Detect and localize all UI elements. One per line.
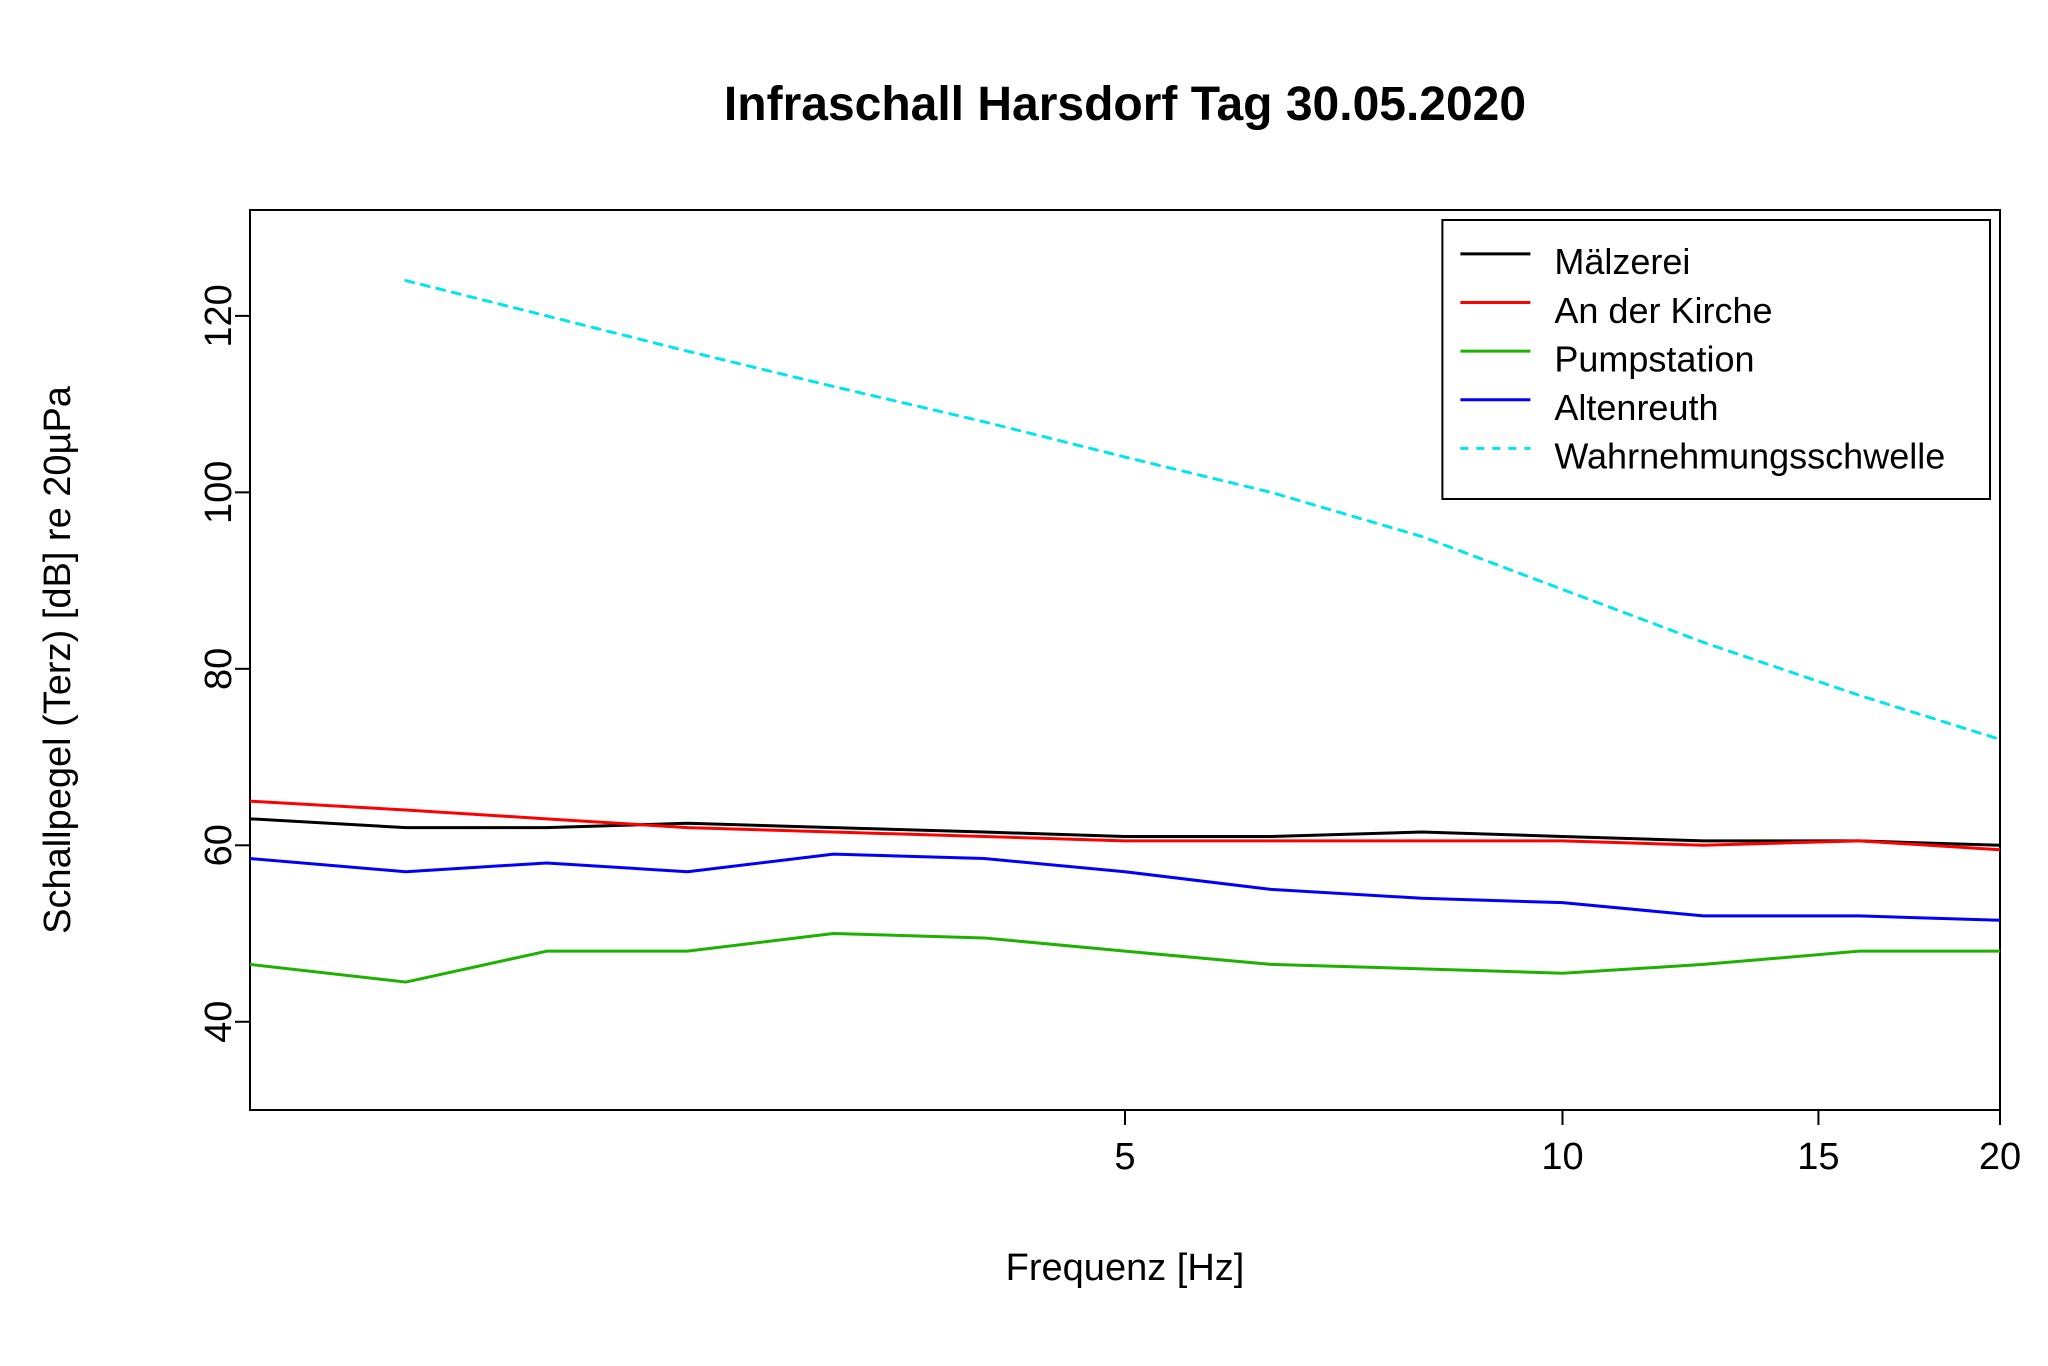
x-tick-label: 20: [1979, 1136, 2021, 1178]
x-axis-label: Frequenz [Hz]: [1006, 1247, 1245, 1289]
chart-bg: [0, 0, 2048, 1366]
legend-label: An der Kirche: [1554, 290, 1772, 331]
legend-label: Wahrnehmungsschwelle: [1554, 436, 1945, 477]
legend: Mälzerei An der Kirche Pumpstation Altenreu…: [1442, 220, 1990, 499]
legend-label: Pumpstation: [1554, 338, 1754, 379]
x-tick-label: 5: [1114, 1136, 1135, 1178]
y-tick-label: 60: [198, 824, 240, 866]
x-tick-label: 10: [1541, 1136, 1583, 1178]
legend-label: Altenreuth: [1554, 387, 1718, 428]
chart-container: 5 10 15 20 40 60 80 100 120 Infraschall Harsdorf …: [0, 0, 2048, 1366]
chart-title: Infraschall Harsdorf Tag 30.05.2020: [724, 78, 1526, 131]
x-tick-label: 15: [1797, 1136, 1839, 1178]
y-tick-label: 40: [198, 1001, 240, 1043]
legend-label: Mälzerei: [1554, 241, 1690, 282]
line-chart: 5 10 15 20 40 60 80 100 120 Infraschall Harsdorf …: [0, 0, 2048, 1366]
y-axis-label: Schallpegel (Terz) [dB] re 20µPa: [37, 385, 79, 934]
y-tick-label: 100: [198, 461, 240, 524]
y-tick-label: 80: [198, 648, 240, 690]
y-tick-label: 120: [198, 284, 240, 347]
